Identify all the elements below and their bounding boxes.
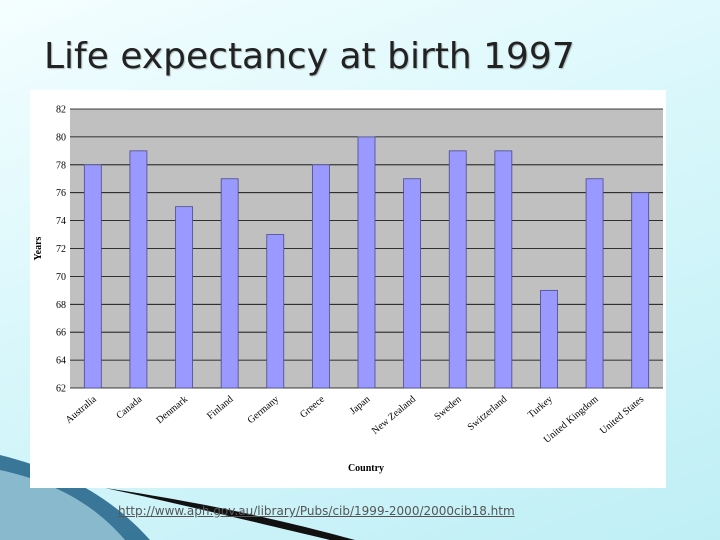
y-tick-label: 74 xyxy=(56,216,66,227)
bar-germany xyxy=(266,234,285,389)
bar-canada xyxy=(129,150,148,389)
x-tick-label: Finland xyxy=(205,394,235,422)
bar-greece xyxy=(311,164,330,389)
bar-australia xyxy=(83,164,102,389)
y-tick-label: 78 xyxy=(56,160,66,171)
chart-frame: 62 64 66 68 70 72 74 76 78 80 82 Australia Canada De… xyxy=(30,90,666,488)
y-tick-label: 72 xyxy=(56,244,66,255)
bar-denmark xyxy=(175,206,193,389)
x-tick-label: United States xyxy=(598,394,646,437)
y-tick-label: 64 xyxy=(56,356,66,367)
x-axis-ticks: Australia Canada Denmark Finland Germany Gree… xyxy=(64,394,647,446)
bar-united-kingdom xyxy=(585,178,604,389)
y-tick-label: 82 xyxy=(56,105,66,116)
bar-new-zealand xyxy=(403,178,422,389)
x-tick-label: Canada xyxy=(114,394,144,422)
bar-sweden xyxy=(448,150,467,389)
bar-united-states xyxy=(631,192,650,389)
bar-switzerland xyxy=(494,150,513,389)
y-tick-label: 80 xyxy=(56,132,66,143)
x-tick-label: Denmark xyxy=(154,394,190,426)
y-tick-label: 66 xyxy=(56,328,66,339)
x-tick-label: Switzerland xyxy=(466,394,510,433)
bar-finland xyxy=(220,178,239,389)
x-tick-label: Turkey xyxy=(526,394,555,421)
source-link[interactable]: http://www.aph.gov.au/library/Pubs/cib/1… xyxy=(118,504,515,518)
x-axis-label: Country xyxy=(348,463,384,474)
x-tick-label: Sweden xyxy=(432,394,463,423)
x-tick-label: Germany xyxy=(246,394,282,426)
x-tick-label: New Zealand xyxy=(370,394,418,437)
bar-chart: 62 64 66 68 70 72 74 76 78 80 82 Australia Canada De… xyxy=(33,105,663,474)
bar-turkey xyxy=(540,289,558,389)
y-tick-label: 70 xyxy=(56,272,66,283)
slide-title: Life expectancy at birth 1997 xyxy=(44,36,575,77)
y-tick-label: 68 xyxy=(56,300,66,311)
y-axis-ticks: 62 64 66 68 70 72 74 76 78 80 82 xyxy=(56,105,66,395)
y-tick-label: 76 xyxy=(56,188,66,199)
x-tick-label: Australia xyxy=(64,394,100,426)
x-tick-label: Japan xyxy=(348,394,373,417)
y-tick-label: 62 xyxy=(56,384,66,395)
y-axis-label: Years xyxy=(33,236,44,260)
bar-japan xyxy=(357,136,376,389)
x-tick-label: Greece xyxy=(298,394,327,421)
bars xyxy=(83,136,650,389)
